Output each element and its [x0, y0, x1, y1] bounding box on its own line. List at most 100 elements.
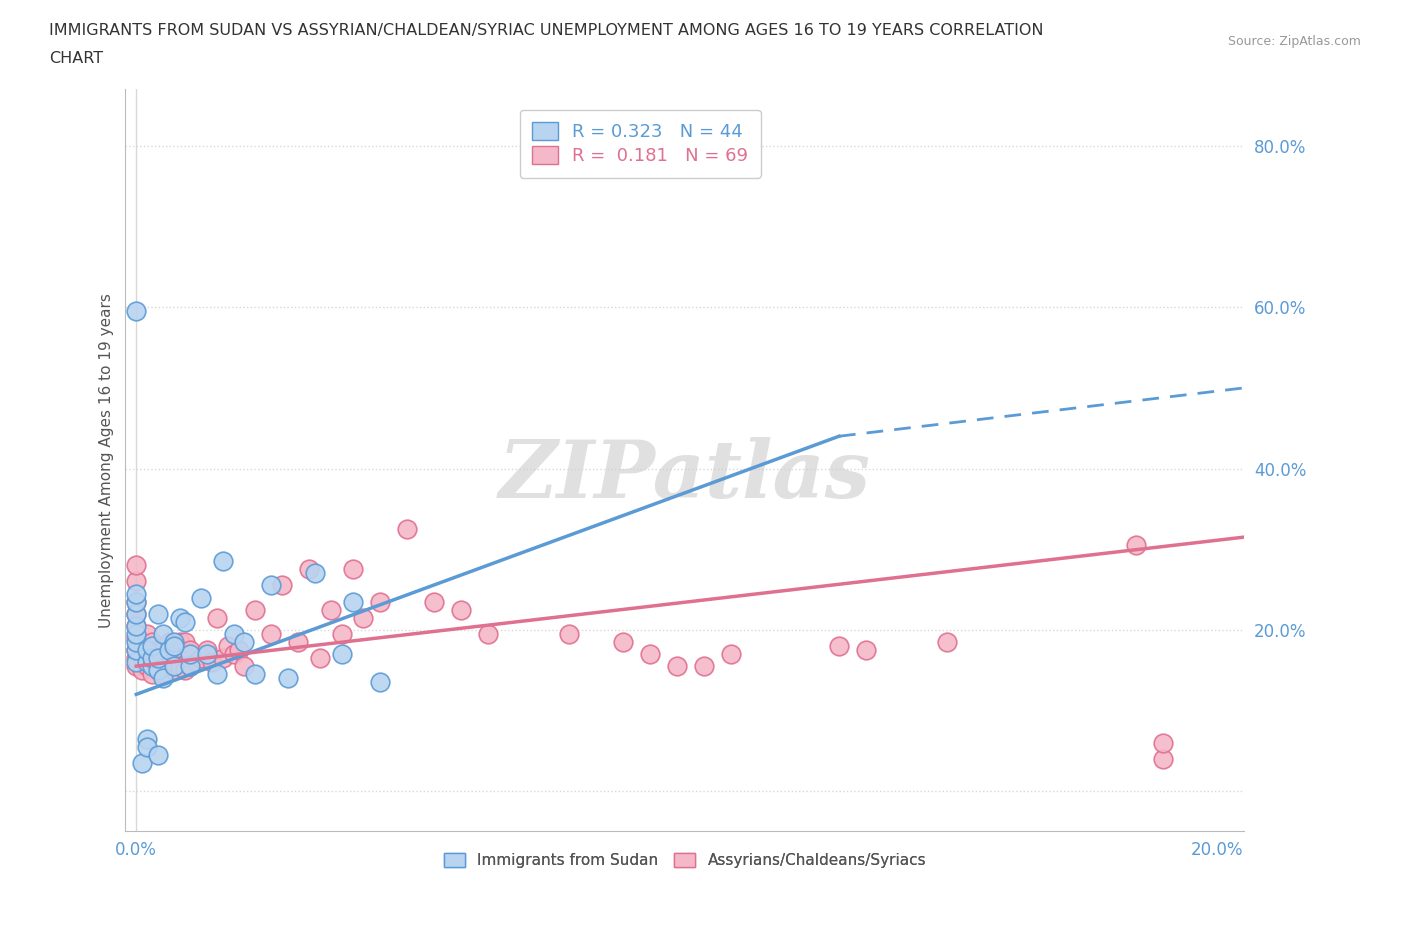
Point [228, 643, 250, 658]
Point [136, 643, 159, 658]
Point [319, 603, 342, 618]
Point [612, 634, 634, 649]
Point [287, 634, 309, 649]
Point [146, 651, 169, 666]
Point [330, 646, 353, 661]
Point [395, 522, 418, 537]
Point [693, 658, 716, 673]
Point [169, 634, 191, 649]
Point [277, 671, 299, 685]
Point [174, 615, 197, 630]
Point [422, 594, 444, 609]
Point [131, 755, 153, 770]
Point [207, 667, 229, 682]
Point [125, 631, 148, 645]
Point [136, 627, 159, 642]
Point [125, 651, 148, 666]
Point [271, 578, 294, 593]
Point [720, 646, 742, 661]
Point [211, 651, 233, 666]
Point [125, 594, 148, 609]
Point [157, 634, 180, 649]
Point [125, 643, 148, 658]
Point [450, 603, 472, 618]
Point [146, 663, 169, 678]
Point [557, 627, 579, 642]
Point [1152, 736, 1174, 751]
Point [245, 667, 267, 682]
Point [855, 643, 877, 658]
Point [136, 655, 159, 670]
Point [163, 643, 186, 658]
Point [638, 646, 661, 661]
Point [174, 634, 197, 649]
Point [136, 739, 159, 754]
Point [201, 655, 224, 670]
Point [136, 731, 159, 746]
Point [222, 646, 245, 661]
Y-axis label: Unemployment Among Ages 16 to 19 years: Unemployment Among Ages 16 to 19 years [100, 293, 114, 628]
Point [125, 558, 148, 573]
Point [146, 748, 169, 763]
Point [245, 603, 267, 618]
Point [146, 663, 169, 678]
Point [141, 634, 163, 649]
Point [1152, 751, 1174, 766]
Legend: Immigrants from Sudan, Assyrians/Chaldeans/Syriacs: Immigrants from Sudan, Assyrians/Chaldea… [436, 845, 934, 876]
Point [222, 627, 245, 642]
Point [342, 594, 364, 609]
Point [141, 667, 163, 682]
Point [163, 663, 186, 678]
Point [141, 655, 163, 670]
Point [136, 658, 159, 673]
Point [368, 594, 391, 609]
Point [298, 562, 321, 577]
Point [477, 627, 499, 642]
Point [141, 639, 163, 654]
Point [125, 606, 148, 621]
Point [125, 627, 148, 642]
Point [125, 618, 148, 633]
Point [195, 643, 218, 658]
Point [131, 634, 153, 649]
Point [190, 591, 212, 605]
Point [169, 658, 191, 673]
Point [141, 658, 163, 673]
Point [125, 643, 148, 658]
Point [136, 643, 159, 658]
Point [157, 643, 180, 658]
Point [146, 643, 169, 658]
Point [169, 610, 191, 625]
Point [330, 627, 353, 642]
Point [217, 639, 239, 654]
Point [152, 667, 174, 682]
Point [179, 643, 201, 658]
Point [163, 639, 186, 654]
Point [174, 663, 197, 678]
Point [125, 634, 148, 649]
Point [163, 634, 186, 649]
Point [125, 658, 148, 673]
Point [125, 594, 148, 609]
Point [179, 646, 201, 661]
Point [157, 658, 180, 673]
Point [131, 651, 153, 666]
Text: CHART: CHART [49, 51, 103, 66]
Point [179, 658, 201, 673]
Point [125, 574, 148, 589]
Point [163, 658, 186, 673]
Point [352, 610, 374, 625]
Point [184, 655, 207, 670]
Point [195, 646, 218, 661]
Point [260, 578, 283, 593]
Point [342, 562, 364, 577]
Point [233, 634, 256, 649]
Text: Source: ZipAtlas.com: Source: ZipAtlas.com [1227, 35, 1361, 48]
Point [152, 643, 174, 658]
Point [1125, 538, 1147, 552]
Point [125, 304, 148, 319]
Point [125, 606, 148, 621]
Point [179, 658, 201, 673]
Text: IMMIGRANTS FROM SUDAN VS ASSYRIAN/CHALDEAN/SYRIAC UNEMPLOYMENT AMONG AGES 16 TO : IMMIGRANTS FROM SUDAN VS ASSYRIAN/CHALDE… [49, 23, 1043, 38]
Point [260, 627, 283, 642]
